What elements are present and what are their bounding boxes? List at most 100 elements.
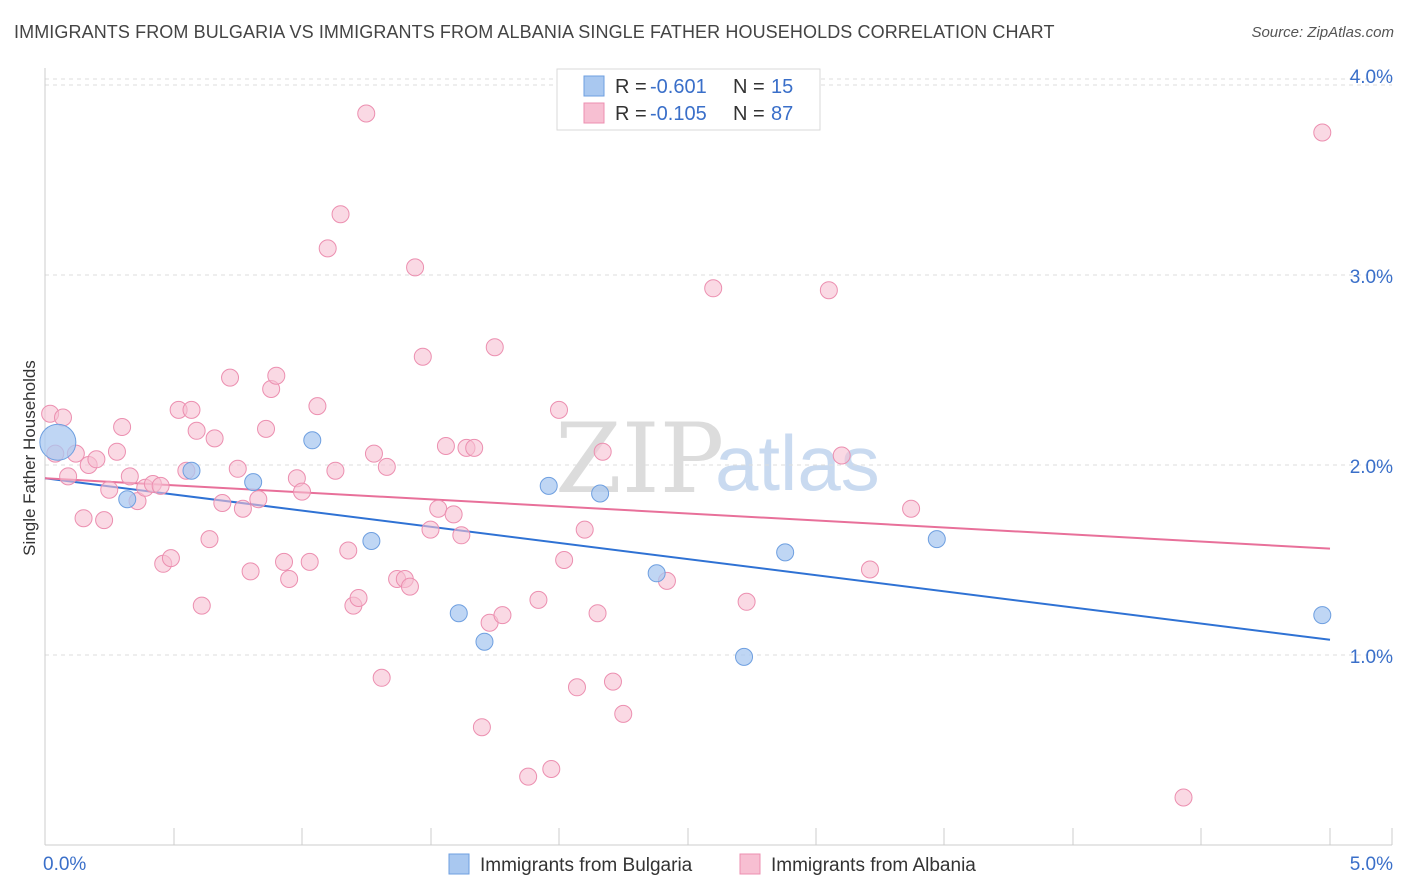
albania-point xyxy=(349,589,368,607)
albania-point xyxy=(860,560,879,579)
albania-point xyxy=(377,457,396,476)
bulgaria-point xyxy=(475,632,494,651)
albania-point xyxy=(257,419,276,438)
albania-point xyxy=(308,397,327,416)
y-tick-label: 1.0% xyxy=(1350,647,1393,668)
legend-n-value-albania: 87 xyxy=(771,103,793,125)
bulgaria-points xyxy=(39,423,1332,666)
albania-point xyxy=(603,672,622,691)
albania-point xyxy=(205,429,224,448)
albania-point xyxy=(113,418,132,436)
x-tick-labels: 0.0% 5.0% xyxy=(43,854,1393,875)
bottom-legend: Immigrants from Bulgaria Immigrants from… xyxy=(448,853,976,876)
albania-point xyxy=(53,408,72,427)
legend-r-value-bulgaria: -0.601 xyxy=(650,76,707,98)
albania-point xyxy=(107,442,126,461)
watermark: ZIP atlas xyxy=(555,403,880,515)
source-label: Source: ZipAtlas.com xyxy=(1251,24,1394,41)
albania-point xyxy=(241,562,260,581)
albania-point xyxy=(465,438,484,457)
albania-point xyxy=(293,482,311,501)
albania-point xyxy=(819,281,838,300)
albania-point xyxy=(436,437,455,455)
bulgaria-point xyxy=(182,461,201,480)
albania-points xyxy=(41,104,1332,807)
albania-point xyxy=(444,505,463,524)
albania-point xyxy=(200,530,219,549)
albania-point xyxy=(519,767,538,786)
chart-title: IMMIGRANTS FROM BULGARIA VS IMMIGRANTS F… xyxy=(14,22,1055,42)
albania-point xyxy=(318,239,337,258)
albania-point xyxy=(364,444,383,463)
bulgaria-point xyxy=(362,532,381,550)
legend-r-value-albania: -0.105 xyxy=(650,103,707,125)
legend-r-label-albania: R = xyxy=(615,103,647,125)
bulgaria-point xyxy=(927,530,946,549)
stats-legend: R = -0.601 N = 15 R = -0.105 N = 87 xyxy=(556,68,821,131)
albania-point xyxy=(614,704,633,723)
albania-point xyxy=(357,104,376,123)
albania-point xyxy=(575,520,594,539)
albania-point xyxy=(339,541,358,560)
bottom-legend-swatch-albania xyxy=(739,853,761,875)
legend-n-value-bulgaria: 15 xyxy=(771,76,793,98)
albania-point xyxy=(372,668,391,687)
y-tick-label: 2.0% xyxy=(1350,457,1393,478)
albania-point xyxy=(161,549,180,568)
bulgaria-point xyxy=(39,423,77,461)
albania-point xyxy=(737,592,756,611)
albania-point xyxy=(529,590,548,609)
albania-point xyxy=(74,509,93,528)
bulgaria-point xyxy=(735,647,754,666)
albania-point xyxy=(902,499,921,518)
albania-point xyxy=(120,467,139,486)
legend-swatch-albania xyxy=(583,102,605,124)
albania-point xyxy=(704,279,723,298)
albania-point xyxy=(100,480,119,499)
albania-point xyxy=(326,461,345,480)
trend-line-albania xyxy=(44,477,1331,550)
bulgaria-point xyxy=(118,490,137,509)
albania-point xyxy=(588,604,607,623)
axes xyxy=(44,68,1393,846)
albania-point xyxy=(267,366,286,385)
albania-point xyxy=(331,205,350,224)
x-tick-label: 5.0% xyxy=(1350,854,1393,875)
albania-point xyxy=(300,552,319,571)
albania-point xyxy=(550,400,568,419)
albania-point xyxy=(221,368,240,387)
albania-point xyxy=(182,400,201,419)
bulgaria-point xyxy=(776,543,795,562)
bulgaria-point xyxy=(1313,606,1332,625)
bottom-legend-swatch-bulgaria xyxy=(448,853,470,875)
albania-point xyxy=(413,347,432,366)
albania-point xyxy=(59,467,78,486)
albania-point xyxy=(832,446,851,465)
albania-point xyxy=(280,570,299,588)
bulgaria-point xyxy=(303,431,322,450)
albania-point xyxy=(400,577,419,596)
y-tick-labels: 1.0% 2.0% 3.0% 4.0% xyxy=(1350,67,1393,668)
albania-point xyxy=(406,258,425,277)
bulgaria-point xyxy=(647,564,666,583)
y-tick-label: 4.0% xyxy=(1350,67,1393,88)
albania-point xyxy=(151,476,170,495)
x-tick-label: 0.0% xyxy=(43,854,86,875)
albania-point xyxy=(233,499,252,518)
albania-point xyxy=(249,490,268,509)
albania-point xyxy=(472,718,491,737)
albania-point xyxy=(213,494,232,512)
bulgaria-point xyxy=(449,604,468,623)
bulgaria-point xyxy=(244,473,263,492)
albania-point xyxy=(567,678,586,697)
albania-point xyxy=(275,552,294,571)
albania-point xyxy=(187,421,206,440)
albania-point xyxy=(228,459,247,478)
albania-point xyxy=(542,760,561,778)
legend-n-label-bulgaria: N = xyxy=(733,76,765,98)
legend-swatch-bulgaria xyxy=(583,75,605,97)
albania-point xyxy=(95,511,114,530)
watermark-zip: ZIP xyxy=(555,403,724,515)
bottom-legend-label-albania: Immigrants from Albania xyxy=(771,855,976,876)
